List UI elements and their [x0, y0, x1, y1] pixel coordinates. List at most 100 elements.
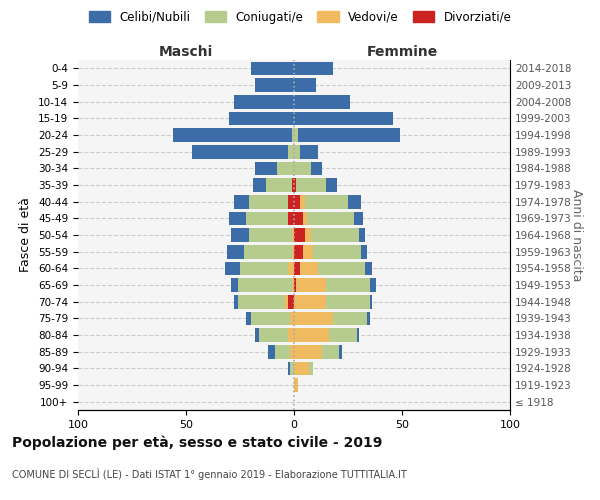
Bar — [326, 178, 337, 192]
Bar — [294, 62, 333, 75]
Bar — [294, 295, 326, 308]
Bar — [255, 162, 277, 175]
Text: COMUNE DI SECLÌ (LE) - Dati ISTAT 1° gennaio 2019 - Elaborazione TUTTITALIA.IT: COMUNE DI SECLÌ (LE) - Dati ISTAT 1° gen… — [12, 468, 407, 479]
Bar — [311, 228, 359, 242]
Bar — [356, 328, 359, 342]
Bar — [294, 328, 329, 342]
Bar — [268, 345, 275, 358]
Bar — [301, 145, 318, 158]
Text: Femmine: Femmine — [367, 45, 437, 59]
Bar — [361, 245, 367, 258]
Bar — [359, 228, 365, 242]
Bar — [305, 228, 311, 242]
Bar — [294, 362, 309, 375]
Bar — [348, 195, 361, 208]
Bar — [233, 195, 248, 208]
Bar — [370, 295, 372, 308]
Bar — [292, 178, 294, 192]
Bar — [287, 145, 294, 158]
Bar — [287, 295, 294, 308]
Bar — [301, 195, 305, 208]
Bar — [294, 228, 305, 242]
Bar — [253, 178, 266, 192]
Bar — [227, 245, 244, 258]
Bar — [370, 278, 376, 292]
Bar — [255, 78, 294, 92]
Bar — [259, 328, 287, 342]
Bar — [286, 295, 287, 308]
Bar — [294, 245, 302, 258]
Text: Popolazione per età, sesso e stato civile - 2019: Popolazione per età, sesso e stato civil… — [12, 435, 382, 450]
Bar — [298, 128, 400, 142]
Bar — [247, 212, 287, 225]
Bar — [294, 195, 301, 208]
Bar — [294, 95, 350, 108]
Bar — [287, 328, 294, 342]
Bar — [287, 212, 294, 225]
Bar — [294, 78, 316, 92]
Bar — [294, 112, 394, 125]
Bar — [296, 178, 326, 192]
Bar — [292, 278, 294, 292]
Bar — [302, 245, 313, 258]
Bar — [232, 228, 248, 242]
Bar — [294, 212, 302, 225]
Bar — [255, 328, 259, 342]
Bar — [251, 62, 294, 75]
Bar — [290, 312, 294, 325]
Bar — [277, 162, 294, 175]
Bar — [247, 312, 251, 325]
Y-axis label: Fasce di età: Fasce di età — [19, 198, 32, 272]
Bar — [193, 145, 287, 158]
Bar — [238, 295, 286, 308]
Text: Maschi: Maschi — [159, 45, 213, 59]
Bar — [240, 262, 287, 275]
Bar — [294, 378, 298, 392]
Bar — [238, 278, 292, 292]
Bar — [307, 212, 355, 225]
Bar — [294, 162, 311, 175]
Bar — [248, 228, 292, 242]
Bar — [294, 178, 296, 192]
Bar — [301, 262, 318, 275]
Bar — [294, 128, 298, 142]
Bar — [292, 128, 294, 142]
Bar — [229, 112, 294, 125]
Bar — [275, 345, 290, 358]
Bar — [290, 345, 294, 358]
Bar — [294, 312, 333, 325]
Bar — [322, 345, 340, 358]
Bar — [294, 262, 301, 275]
Bar — [292, 228, 294, 242]
Bar — [329, 328, 356, 342]
Bar — [251, 312, 290, 325]
Bar — [248, 195, 287, 208]
Bar — [313, 245, 361, 258]
Bar — [294, 278, 296, 292]
Y-axis label: Anni di nascita: Anni di nascita — [570, 188, 583, 281]
Bar — [309, 362, 313, 375]
Bar — [229, 212, 247, 225]
Bar — [266, 178, 292, 192]
Bar — [326, 278, 370, 292]
Bar — [326, 295, 370, 308]
Bar — [290, 362, 294, 375]
Bar — [305, 195, 348, 208]
Bar — [365, 262, 372, 275]
Bar — [333, 312, 367, 325]
Bar — [233, 295, 238, 308]
Bar — [302, 212, 307, 225]
Bar — [225, 262, 240, 275]
Bar — [294, 145, 301, 158]
Bar — [232, 278, 238, 292]
Bar — [244, 245, 292, 258]
Bar — [340, 345, 341, 358]
Bar — [311, 162, 322, 175]
Bar — [173, 128, 292, 142]
Bar — [233, 95, 294, 108]
Bar — [296, 278, 326, 292]
Bar — [294, 345, 322, 358]
Bar — [287, 262, 294, 275]
Bar — [287, 195, 294, 208]
Bar — [367, 312, 370, 325]
